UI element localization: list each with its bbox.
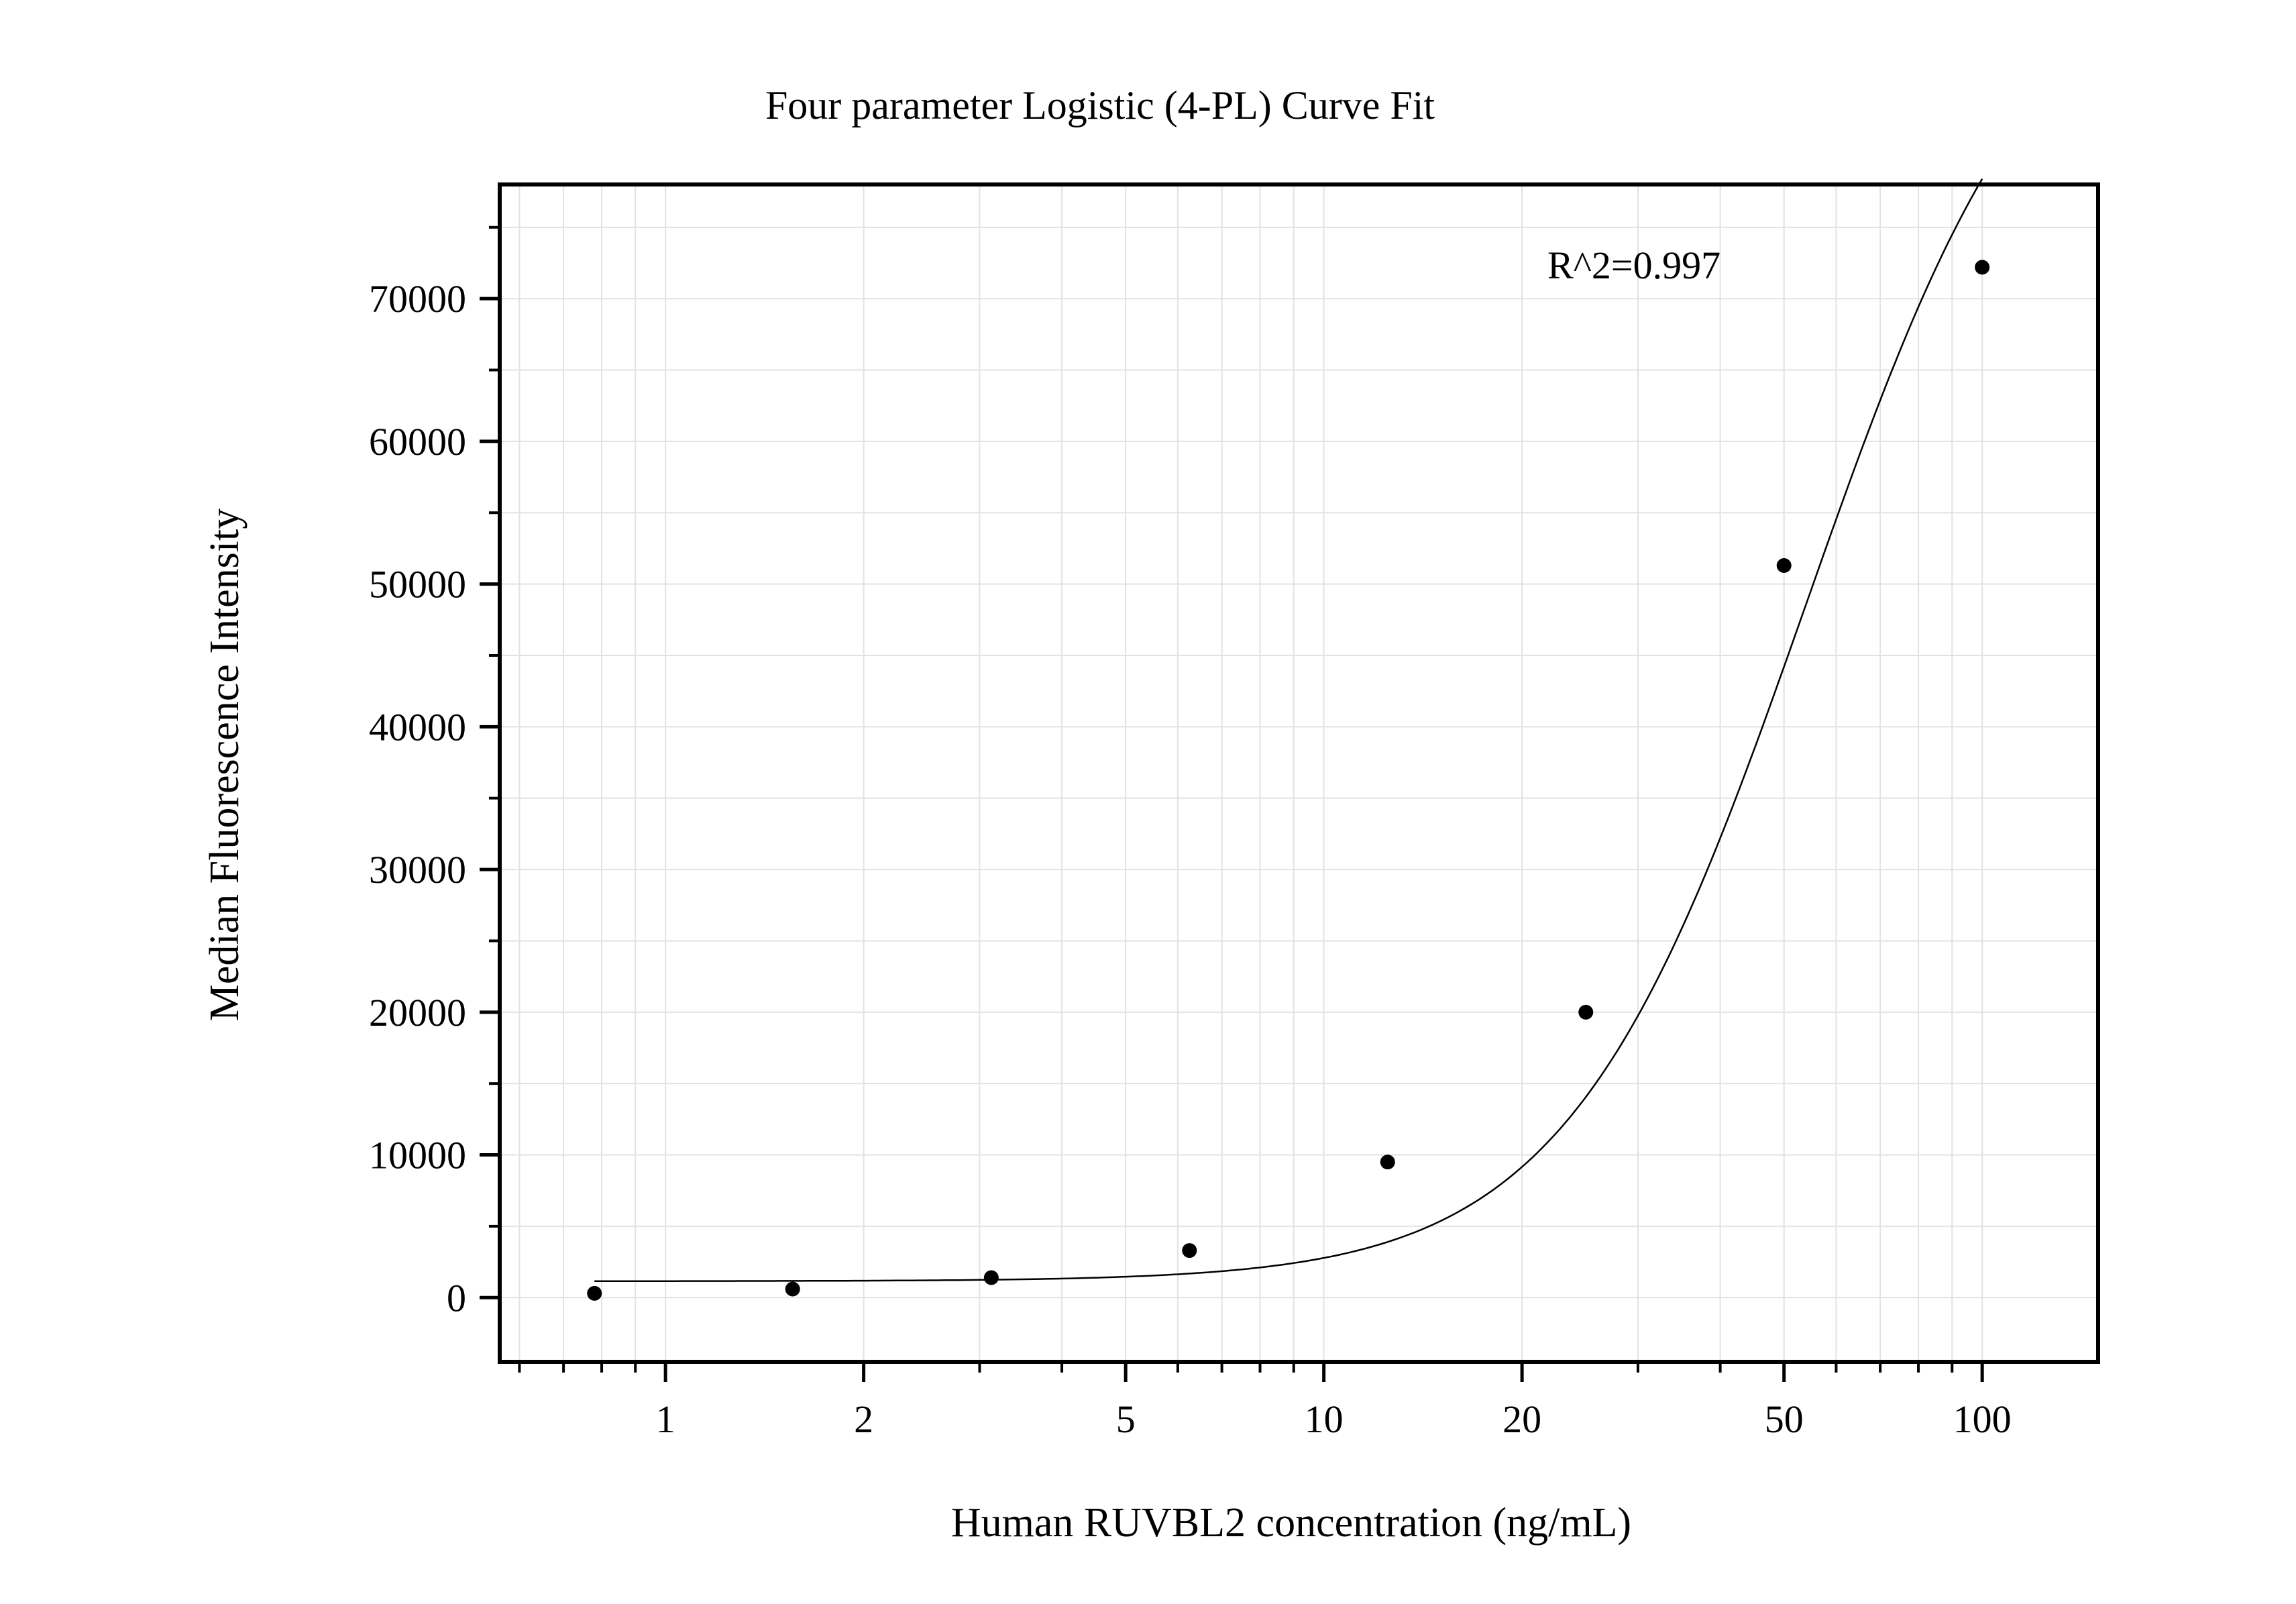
y-axis: 0 10000 20000 30000 40000 50000 60000 70000	[369, 225, 500, 1320]
x-tick-label: 10	[1305, 1397, 1344, 1441]
y-tick-label: 60000	[369, 420, 466, 464]
y-tick-label: 10000	[369, 1134, 466, 1177]
x-tick-label: 5	[1116, 1397, 1136, 1441]
chart-title: Four parameter Logistic (4-PL) Curve Fit	[765, 83, 1435, 127]
data-point	[983, 1270, 999, 1285]
r-squared-annotation: R^2=0.997	[1547, 244, 1720, 287]
y-tick-label: 20000	[369, 991, 466, 1034]
x-tick-label: 50	[1765, 1397, 1804, 1441]
data-point	[785, 1281, 800, 1297]
y-tick-label: 70000	[369, 277, 466, 321]
data-point	[1975, 260, 1990, 275]
x-axis: 1 2 5 10 20 50 100	[518, 1362, 2012, 1441]
y-tick-label: 30000	[369, 848, 466, 892]
data-point	[1578, 1004, 1594, 1020]
data-points	[587, 260, 1990, 1301]
gridlines	[500, 184, 2098, 1362]
plot-frame	[498, 182, 2100, 1364]
x-tick-label: 20	[1502, 1397, 1541, 1441]
y-tick-label: 0	[447, 1276, 466, 1320]
fit-curve-group	[594, 178, 1983, 1282]
y-axis-label: Median Fluorescence Intensity	[202, 509, 248, 1021]
y-tick-label: 40000	[369, 705, 466, 749]
x-tick-label: 1	[656, 1397, 675, 1441]
fit-curve	[594, 178, 1983, 1282]
data-point	[587, 1285, 602, 1301]
x-axis-label: Human RUVBL2 concentration (ng/mL)	[951, 1500, 1631, 1546]
x-tick-label: 2	[854, 1397, 873, 1441]
data-point	[1776, 557, 1792, 573]
y-tick-label: 50000	[369, 563, 466, 606]
x-tick-label: 100	[1953, 1397, 2012, 1441]
data-point	[1182, 1243, 1197, 1259]
data-point	[1380, 1155, 1395, 1170]
